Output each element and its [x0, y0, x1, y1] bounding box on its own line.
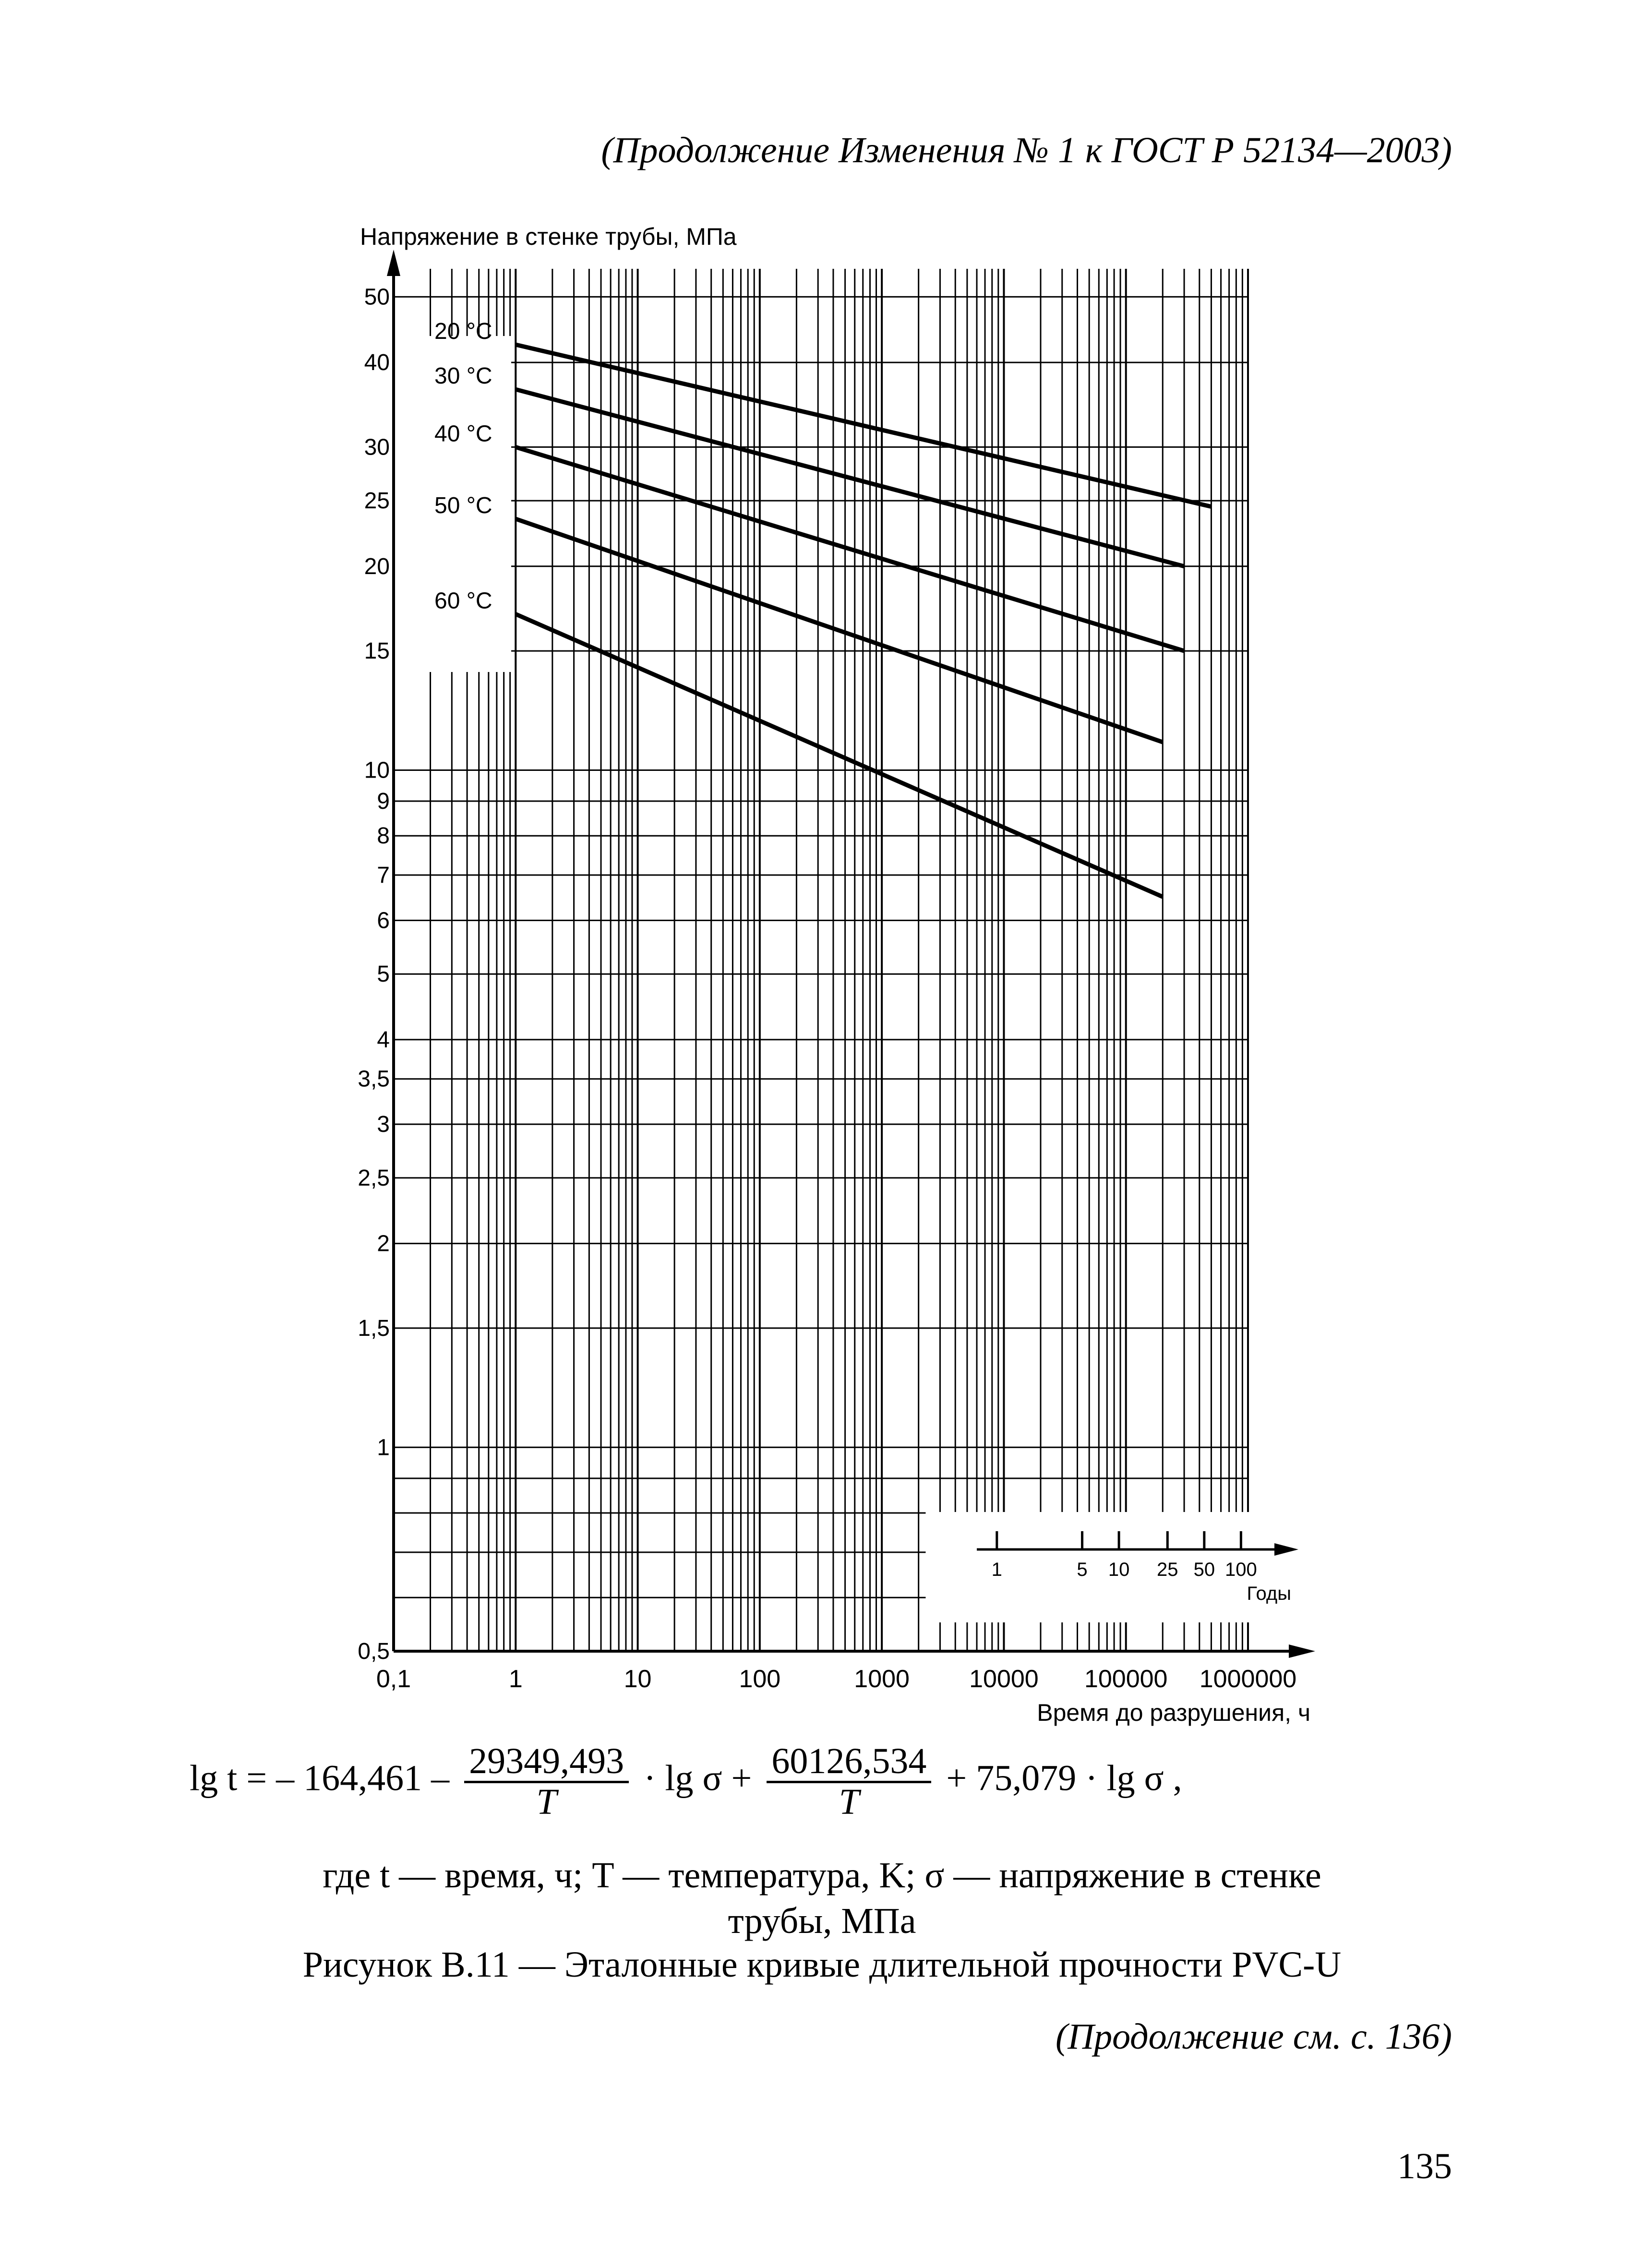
years-axis-arrow: [1274, 1543, 1298, 1556]
years-tick-label-4: 25: [1157, 1559, 1178, 1580]
x-tick-label-4: 100: [739, 1665, 780, 1693]
page-number: 135: [1397, 2146, 1452, 2186]
years-tick-label-3: 10: [1108, 1559, 1130, 1580]
series-line-5: [515, 612, 1164, 899]
y-tick-label-7: 10: [364, 758, 390, 783]
chart-grid: [393, 269, 1249, 1652]
x-tick-label-1: 0,1: [376, 1665, 411, 1693]
y-axis-title: Напряжение в стенке трубы, МПа: [360, 223, 737, 250]
y-tick-label-6: 15: [364, 638, 390, 664]
formula-numerator-2: 60126,534: [767, 1742, 932, 1783]
y-tick-label-13: 4: [377, 1027, 390, 1053]
formula-middle: · lg σ +: [644, 1758, 752, 1799]
chart-series: [515, 342, 1212, 899]
x-tick-label-8: 1000000: [1200, 1665, 1296, 1693]
y-tick-label-15: 3: [377, 1112, 390, 1137]
series-label-3: 40 °C: [434, 421, 492, 446]
y-tick-label-17: 2: [377, 1231, 390, 1257]
y-tick-label-14: 3,5: [358, 1067, 390, 1092]
continuation-note: (Продолжение см. с. 136): [1055, 2016, 1452, 2057]
y-tick-label-10: 7: [377, 863, 390, 888]
x-tick-label-3: 10: [624, 1665, 652, 1693]
y-tick-label-11: 6: [377, 908, 390, 933]
y-tick-label-2: 40: [364, 350, 390, 375]
formula-term1: – 164,461 –: [276, 1758, 450, 1799]
y-tick-label-12: 5: [377, 961, 390, 987]
y-tick-label-18: 1,5: [358, 1316, 390, 1341]
stress-rupture-chart: 20 °C30 °C40 °C50 °C60 °C504030252015109…: [358, 223, 1315, 1726]
formula-denominator-2: T: [839, 1781, 860, 1822]
formula-legend: где t — время, ч; T — температура, K; σ …: [0, 1853, 1644, 1944]
series-line-4: [515, 516, 1164, 744]
formula-tail: + 75,079 · lg σ ,: [946, 1758, 1182, 1799]
x-tick-label-7: 100000: [1084, 1665, 1168, 1693]
y-tick-label-3: 30: [364, 434, 390, 460]
series-line-3: [515, 445, 1185, 653]
years-tick-label-2: 5: [1077, 1559, 1087, 1580]
series-label-4: 50 °C: [434, 493, 492, 518]
years-tick-label-6: 100: [1225, 1559, 1257, 1580]
y-tick-label-4: 25: [364, 488, 390, 514]
x-axis-title: Время до разрушения, ч: [1037, 1699, 1310, 1726]
years-axis: 1 5 10 25 50 100 Годы: [977, 1531, 1298, 1604]
series-label-2: 30 °C: [434, 363, 492, 389]
years-tick-label-1: 1: [992, 1559, 1002, 1580]
chart-axes: [387, 250, 1315, 1658]
years-axis-title: Годы: [1247, 1583, 1291, 1604]
rupture-formula: lg t = – 164,461 – 29349,493 T · lg σ + …: [190, 1742, 1182, 1822]
formula-denominator-1: T: [536, 1781, 557, 1822]
y-tick-label-1: 50: [364, 284, 390, 310]
y-axis-arrow: [387, 250, 400, 276]
y-tick-label-19: 1: [377, 1435, 390, 1460]
series-label-1: 20 °C: [434, 319, 492, 344]
formula-eq: =: [246, 1758, 267, 1799]
series-line-1: [515, 342, 1212, 509]
formula-legend-line-2: трубы, МПа: [728, 1901, 916, 1941]
formula-lhs: lg t: [190, 1758, 238, 1799]
formula-fraction-2: 60126,534 T: [767, 1742, 932, 1822]
y-tick-label-9: 8: [377, 823, 390, 849]
x-tick-label-5: 1000: [854, 1665, 910, 1693]
series-line-2: [515, 387, 1185, 569]
label-area-background: [395, 336, 511, 672]
y-tick-label-8: 9: [377, 789, 390, 814]
x-tick-label-2: 1: [509, 1665, 523, 1693]
y-tick-label-16: 2,5: [358, 1165, 390, 1191]
formula-numerator-1: 29349,493: [464, 1742, 629, 1783]
y-tick-label-5: 20: [364, 554, 390, 579]
series-label-5: 60 °C: [434, 588, 492, 613]
y-tick-label-20: 0,5: [358, 1639, 390, 1664]
x-axis-arrow: [1289, 1644, 1315, 1658]
x-tick-label-6: 10000: [969, 1665, 1039, 1693]
formula-fraction-1: 29349,493 T: [464, 1742, 629, 1822]
formula-legend-line-1: где t — время, ч; T — температура, K; σ …: [323, 1855, 1321, 1896]
figure-caption: Рисунок В.11 — Эталонные кривые длительн…: [302, 1944, 1342, 1985]
years-inset-background: [925, 1512, 1306, 1622]
years-tick-label-5: 50: [1194, 1559, 1215, 1580]
page-header: (Продолжение Изменения № 1 к ГОСТ Р 5213…: [601, 130, 1452, 170]
